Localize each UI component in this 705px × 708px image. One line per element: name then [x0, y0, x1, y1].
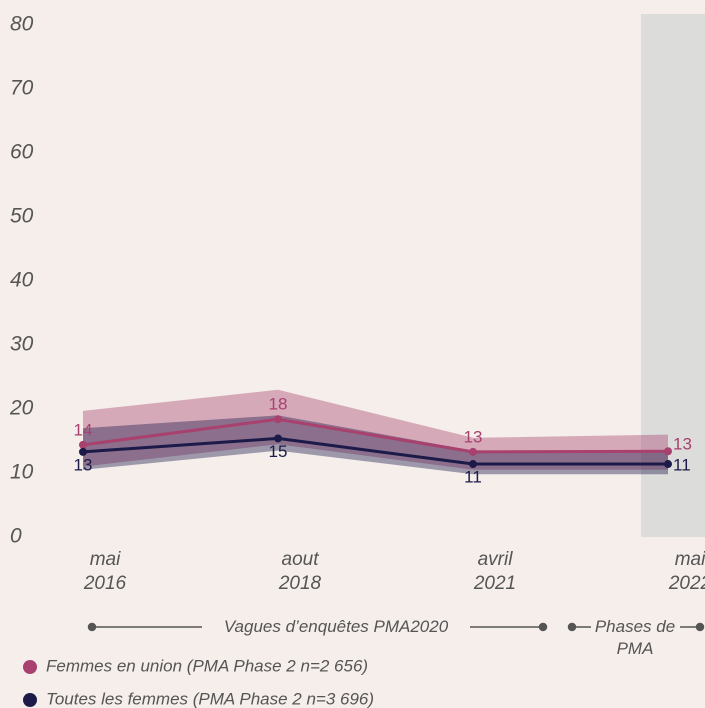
x-tick-label: mai 2022	[668, 549, 705, 594]
value-label: 18	[269, 395, 288, 414]
value-label: 13	[673, 435, 692, 454]
point	[274, 434, 282, 443]
value-label: 14	[74, 420, 93, 439]
y-tick-label: 20	[9, 397, 34, 420]
value-label: 11	[464, 468, 482, 487]
point	[274, 415, 282, 424]
legend-label: Toutes les femmes (PMA Phase 2 n=3 696)	[46, 689, 374, 708]
annotation: Phases de PMA	[594, 617, 676, 658]
x-tick-label: avril 2021	[473, 549, 517, 594]
value-label: 11	[673, 456, 691, 475]
point	[79, 447, 87, 456]
point	[469, 460, 477, 469]
y-tick-label: 10	[10, 461, 34, 484]
series-line	[82, 417, 669, 454]
y-tick-label: 40	[10, 269, 34, 292]
value-label: 13	[464, 427, 483, 446]
y-tick-label: 70	[10, 77, 34, 100]
y-tick-label: 80	[10, 13, 34, 36]
y-tick-label: 0	[10, 525, 22, 548]
x-tick-label: aout 2018	[278, 549, 322, 594]
point	[469, 447, 477, 456]
y-tick-label: 50	[10, 205, 34, 228]
legend-marker	[23, 693, 37, 707]
annotation-lines	[87, 622, 705, 632]
point	[79, 440, 87, 449]
confidence-band	[83, 415, 668, 475]
value-label: 13	[74, 455, 93, 474]
y-tick-label: 60	[10, 141, 34, 164]
y-tick-label: 30	[10, 333, 34, 356]
point	[664, 460, 672, 469]
point	[664, 447, 672, 456]
confidence-band	[83, 389, 668, 470]
x-tick-label: mai 2016	[83, 549, 127, 594]
series-line	[82, 436, 668, 466]
value-label: 15	[269, 442, 288, 461]
annotation: Vagues d’enquêtes PMA2020	[223, 617, 449, 636]
legend-label: Femmes en union (PMA Phase 2 n=2 656)	[46, 656, 368, 675]
legend-marker	[23, 660, 37, 674]
